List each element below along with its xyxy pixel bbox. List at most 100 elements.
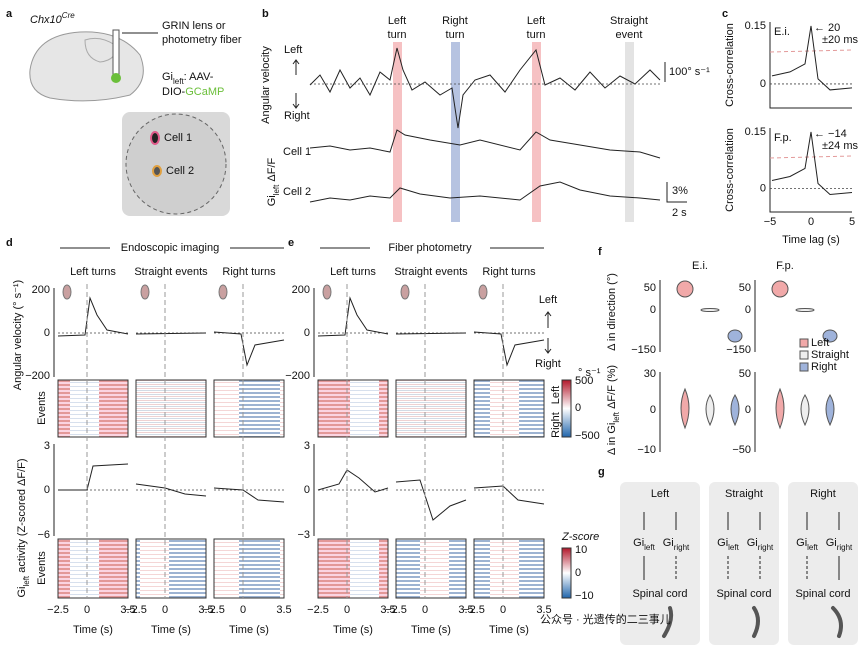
- label-part: Gi: [633, 537, 644, 549]
- scale-label: 2 s: [672, 207, 687, 219]
- x-tick-label: 5: [849, 216, 855, 228]
- y-tick-label: 0: [745, 404, 751, 416]
- panel-label: f: [598, 246, 602, 258]
- connector: [643, 512, 677, 530]
- cell-label: Cell 2: [166, 165, 194, 177]
- fish-icon: [831, 606, 843, 638]
- axis-title: Gileft activity (Z-scored ΔF/F): [16, 458, 31, 597]
- colorbar-tick: 0: [575, 402, 581, 414]
- plot-tag: E.i.: [774, 26, 790, 38]
- label-part: Gi: [796, 537, 807, 549]
- label-part: Gi: [266, 195, 278, 206]
- peak-label: ← −14: [814, 128, 847, 140]
- violin: [775, 387, 785, 430]
- gcamp-spot: [111, 73, 121, 83]
- fiber-label: GRIN lens or: [162, 20, 226, 32]
- label-part: activity (Z-scored ΔF/F): [16, 458, 28, 575]
- mouse-icon: [400, 284, 410, 300]
- axis-title: Cross-correlation: [724, 23, 736, 107]
- mean-trace: [57, 296, 129, 337]
- panel-label: b: [262, 8, 269, 20]
- panel-label: g: [598, 466, 605, 478]
- event-band: [393, 42, 402, 222]
- y-tick-label: −150: [631, 344, 656, 356]
- fish-icon: [662, 606, 674, 638]
- y-tick-label: 0: [650, 404, 656, 416]
- event-label: Right: [442, 15, 468, 27]
- box: [620, 482, 700, 645]
- y-tick-label: 0: [304, 327, 310, 339]
- heatmap: [213, 379, 285, 438]
- x-tick-label: 0: [162, 604, 168, 616]
- heatmap: [135, 379, 207, 438]
- xcorr-trace: [771, 25, 853, 91]
- colorbar-title: Z-score: [561, 531, 599, 543]
- node-label: Spinal cord: [632, 588, 687, 600]
- mouse-icon: [140, 284, 150, 300]
- virus-label: Gileft: AAV-: [162, 71, 214, 86]
- column-title: Left turns: [330, 266, 376, 278]
- y-tick-label: −3: [297, 529, 310, 541]
- x-tick-label: −2.5: [385, 604, 407, 616]
- fiber-label: photometry fiber: [162, 34, 242, 46]
- y-tick-label: −50: [732, 444, 751, 456]
- heatmap: [317, 379, 389, 438]
- axis-title: Gileft ΔF/F: [266, 157, 281, 206]
- mean-trace: [395, 479, 467, 521]
- panel-label: d: [6, 237, 13, 249]
- label-part: Cre: [62, 11, 75, 20]
- cell-label: Cell 2: [283, 186, 311, 198]
- y-tick-label: 50: [739, 368, 751, 380]
- cell-trace: [309, 181, 661, 203]
- label-part: DIO-: [162, 86, 186, 98]
- label-part: Chx10: [30, 14, 63, 26]
- x-tick-label: 0: [808, 216, 814, 228]
- shuffle-line: [769, 155, 853, 159]
- xcorr-trace: [771, 131, 853, 195]
- event-band: [451, 42, 460, 222]
- plot-tag: F.p.: [774, 132, 792, 144]
- mean-trace: [58, 463, 129, 491]
- node-label: Giright: [663, 537, 690, 552]
- mean-trace: [135, 483, 207, 497]
- y-tick-label: 0: [304, 484, 310, 496]
- axis-title: Cross-correlation: [724, 128, 736, 212]
- node-label: Giright: [826, 537, 853, 552]
- label-part: ΔF/F: [266, 157, 278, 184]
- y-tick-label: −200: [25, 370, 50, 382]
- peak-label: ±20 ms: [822, 34, 858, 46]
- fish-icon: [752, 606, 760, 638]
- heatmap: [395, 538, 467, 599]
- column-title: Straight events: [134, 266, 208, 278]
- y-tick-label: 0: [650, 304, 656, 316]
- label-part: left: [272, 184, 281, 195]
- axis-title: Angular velocity: [260, 46, 272, 124]
- section-title: Fiber photometry: [388, 242, 472, 254]
- colorbar-tick: −500: [575, 430, 600, 442]
- axis-title: Time (s): [229, 624, 269, 636]
- group-title: E.i.: [692, 260, 708, 272]
- x-tick-label: 3.5: [120, 604, 135, 616]
- label-part: Gi: [663, 537, 674, 549]
- virus-label: DIO-GCaMP: [162, 86, 224, 98]
- colorbar: [561, 547, 572, 599]
- x-tick-label: −2.5: [203, 604, 225, 616]
- node-label: Gileft: [633, 537, 655, 552]
- peak-label: ← 20: [814, 22, 840, 34]
- legend-swatch: [799, 338, 809, 348]
- violin: [727, 329, 743, 343]
- section-title: Endoscopic imaging: [121, 242, 219, 254]
- heatmap: [57, 379, 129, 438]
- connector: [727, 512, 761, 530]
- label-part: Δ in Gi: [606, 423, 618, 455]
- direction-label: Left: [284, 44, 302, 56]
- mean-trace: [317, 469, 389, 493]
- mean-trace: [473, 331, 545, 367]
- legend-label: Right: [811, 361, 837, 373]
- watermark: 公众号 · 光遗传的二三事儿: [540, 612, 671, 626]
- colorbar-tick: 500: [575, 375, 593, 387]
- cell: [150, 131, 160, 145]
- mean-trace: [317, 296, 389, 337]
- direction-label: Right: [284, 110, 310, 122]
- x-tick-label: −2.5: [307, 604, 329, 616]
